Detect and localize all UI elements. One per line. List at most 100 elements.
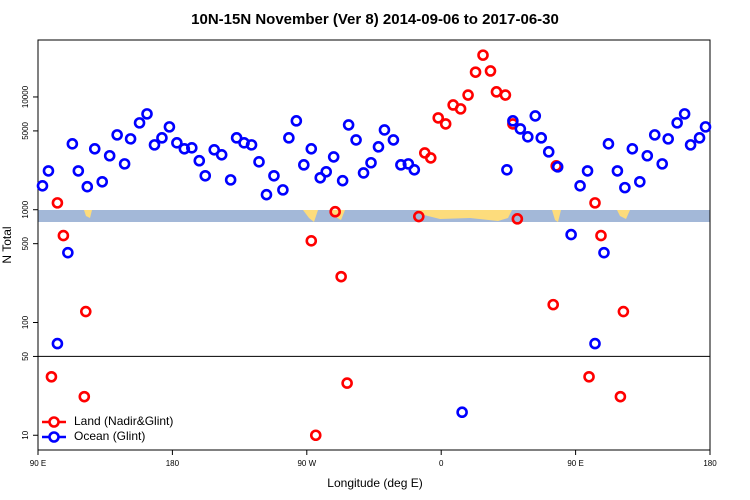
point xyxy=(215,148,228,161)
legend-label: Ocean (Glint) xyxy=(74,429,145,443)
point xyxy=(511,213,524,225)
point xyxy=(79,305,92,318)
point xyxy=(602,138,615,150)
land-mask-band xyxy=(38,210,710,222)
point xyxy=(124,133,137,145)
point xyxy=(72,165,85,177)
point xyxy=(656,158,669,170)
point xyxy=(329,205,341,218)
point xyxy=(581,165,594,177)
point xyxy=(583,370,595,383)
point xyxy=(193,154,206,167)
point xyxy=(78,390,91,403)
point xyxy=(253,156,265,168)
y-tick-label: 5000 xyxy=(21,121,30,139)
point xyxy=(51,197,64,209)
y-tick-label: 50 xyxy=(21,351,30,360)
point xyxy=(589,197,601,209)
legend-marker xyxy=(48,431,60,443)
point xyxy=(260,188,273,201)
series xyxy=(36,108,712,419)
point xyxy=(62,246,74,259)
point xyxy=(454,103,467,115)
point xyxy=(178,142,191,155)
point xyxy=(268,169,280,182)
point xyxy=(395,159,407,171)
point xyxy=(634,175,646,188)
point xyxy=(327,151,340,163)
point xyxy=(341,377,353,389)
point xyxy=(693,132,706,144)
y-tick-label: 10 xyxy=(21,430,30,439)
y-tick-label: 100 xyxy=(21,315,30,329)
point xyxy=(619,181,631,194)
point xyxy=(611,165,624,177)
point xyxy=(408,163,421,176)
point xyxy=(171,137,183,149)
point xyxy=(535,132,548,144)
point xyxy=(542,146,555,158)
point xyxy=(66,138,79,150)
point xyxy=(424,152,437,164)
land-shape xyxy=(84,210,630,222)
point xyxy=(598,246,610,259)
point xyxy=(662,133,674,145)
point xyxy=(551,161,564,173)
point xyxy=(186,142,198,154)
point xyxy=(51,337,64,350)
point xyxy=(305,142,318,155)
point xyxy=(350,134,362,146)
point xyxy=(387,134,400,146)
point xyxy=(320,165,333,178)
point xyxy=(230,132,243,144)
point xyxy=(314,171,327,184)
point xyxy=(439,118,452,130)
x-tick-label: 90 E xyxy=(30,459,46,468)
point xyxy=(547,298,560,311)
point xyxy=(499,89,512,101)
x-tick-label: 180 xyxy=(166,459,180,468)
point xyxy=(298,159,310,171)
x-tick-label: 90 E xyxy=(567,459,583,468)
point xyxy=(671,117,683,129)
legend-label: Land (Nadir&Glint) xyxy=(74,414,173,428)
point xyxy=(277,184,289,196)
point xyxy=(42,165,55,177)
point xyxy=(290,115,303,127)
point xyxy=(477,49,489,61)
point xyxy=(469,66,482,78)
point xyxy=(574,179,586,192)
point xyxy=(514,123,527,135)
point xyxy=(335,270,347,283)
point xyxy=(648,129,661,141)
point xyxy=(626,142,639,155)
point xyxy=(141,108,153,120)
point xyxy=(595,229,607,242)
plot-frame xyxy=(37,39,711,451)
point xyxy=(372,141,385,153)
series xyxy=(45,49,630,442)
y-tick-label: 10000 xyxy=(21,85,30,108)
point xyxy=(36,179,49,192)
point xyxy=(133,117,146,129)
y-tick-label: 1000 xyxy=(21,200,30,218)
point xyxy=(522,131,534,143)
x-tick-label: 90 W xyxy=(297,459,316,468)
x-tick-label: 180 xyxy=(703,459,717,468)
point xyxy=(96,175,109,188)
point xyxy=(456,406,468,419)
point xyxy=(684,139,697,151)
point xyxy=(111,129,123,141)
point xyxy=(501,163,513,176)
point xyxy=(245,139,258,151)
y-axis-label: N Total xyxy=(0,226,14,263)
point xyxy=(342,119,355,131)
point xyxy=(305,235,318,247)
point xyxy=(103,149,116,162)
x-tick-label: 0 xyxy=(439,459,444,468)
point xyxy=(224,174,237,186)
point xyxy=(507,115,519,127)
point xyxy=(432,112,445,124)
ocean-band xyxy=(38,210,710,222)
